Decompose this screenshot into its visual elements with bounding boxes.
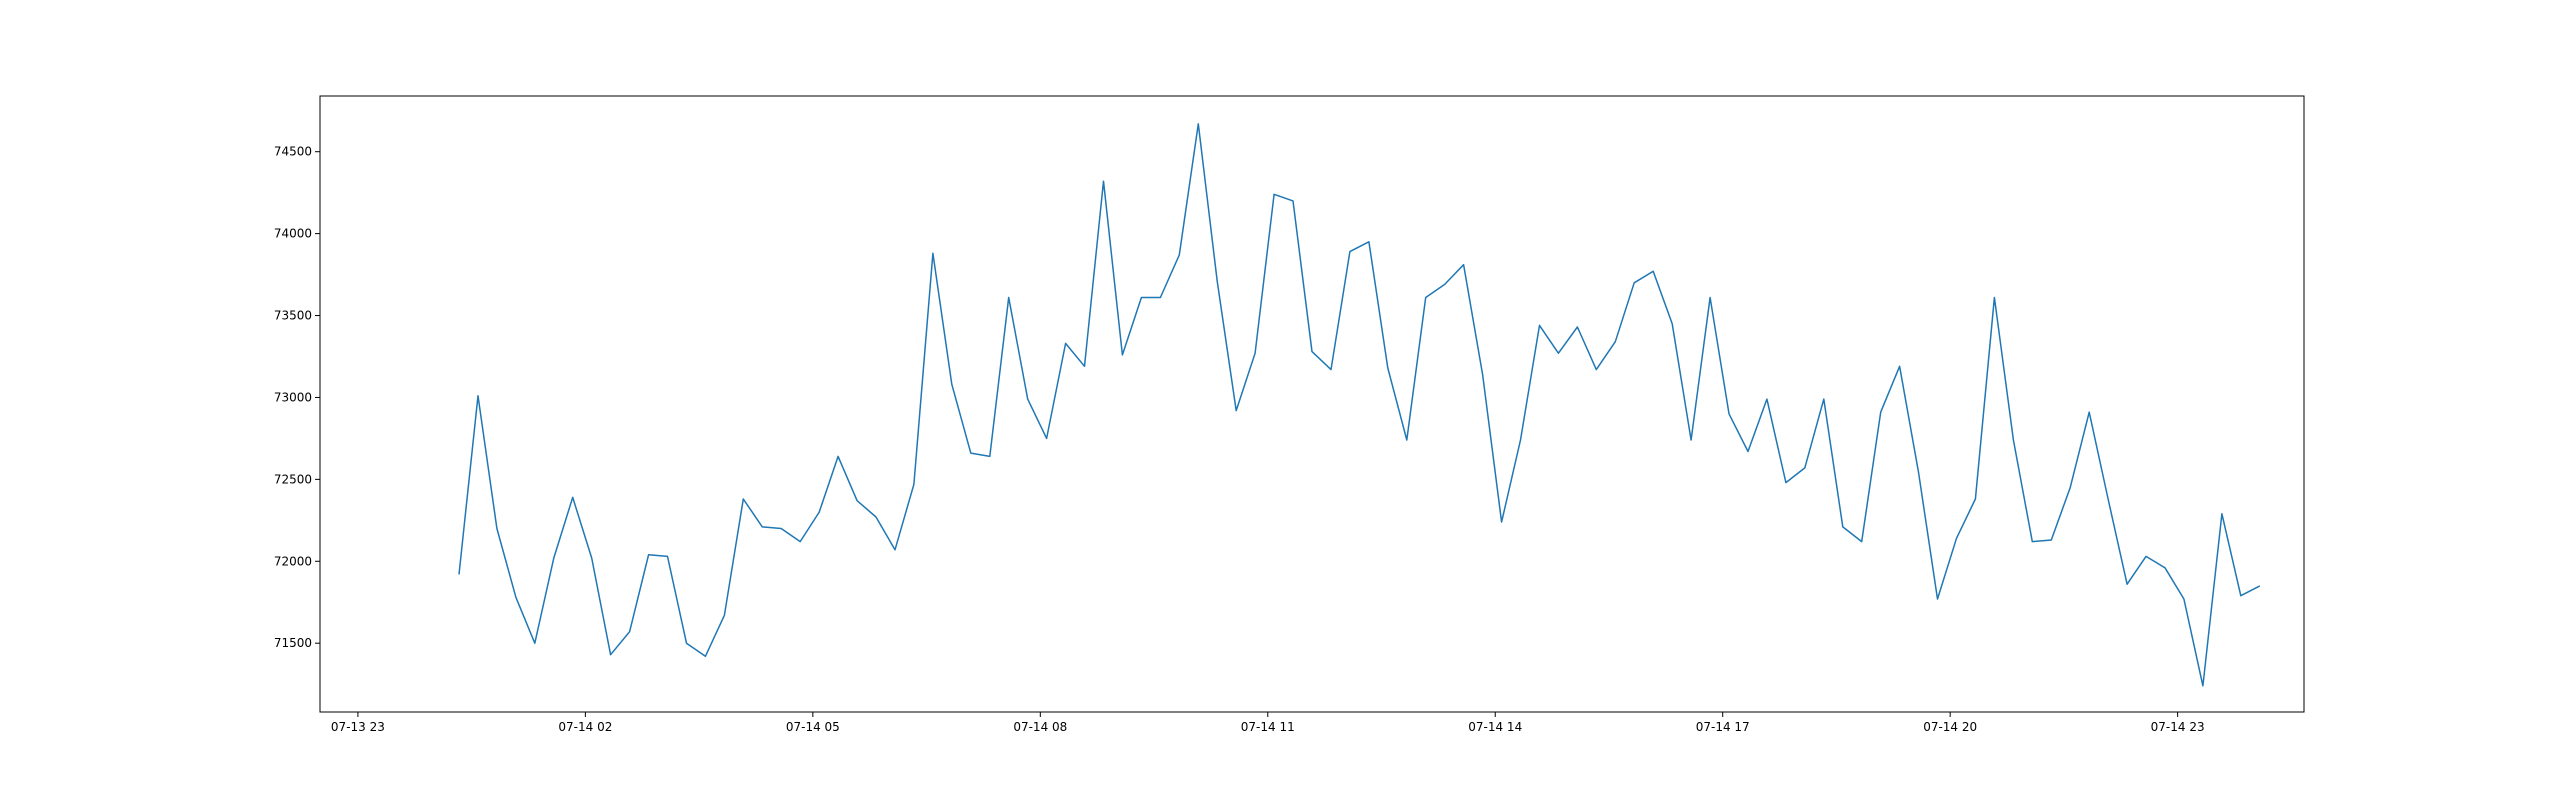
y-axis: 71500 72000 72500 73000 73500 74000 74500	[274, 145, 320, 650]
x-tick-label: 07-14 02	[558, 720, 612, 734]
y-tick-label: 74000	[274, 227, 312, 241]
y-tick-label: 72500	[274, 472, 312, 486]
x-tick-label: 07-14 17	[1696, 720, 1750, 734]
x-tick-label: 07-14 08	[1013, 720, 1067, 734]
x-tick-label: 07-14 14	[1468, 720, 1522, 734]
x-tick-label: 07-14 20	[1923, 720, 1977, 734]
y-tick-label: 71500	[274, 636, 312, 650]
y-tick-label: 73000	[274, 390, 312, 404]
y-tick-label: 74500	[274, 145, 312, 159]
plot-area	[320, 96, 2304, 712]
x-axis: 07-13 23 07-14 02 07-14 05 07-14 08 07-14 11…	[331, 712, 2205, 734]
x-tick-label: 07-13 23	[331, 720, 385, 734]
y-tick-label: 73500	[274, 309, 312, 323]
series-line	[458, 123, 2261, 687]
x-tick-label: 07-14 11	[1241, 720, 1295, 734]
x-tick-label: 07-14 05	[786, 720, 840, 734]
y-tick-label: 72000	[274, 554, 312, 568]
plot-frame	[319, 95, 2305, 713]
x-tick-label: 07-14 23	[2151, 720, 2205, 734]
